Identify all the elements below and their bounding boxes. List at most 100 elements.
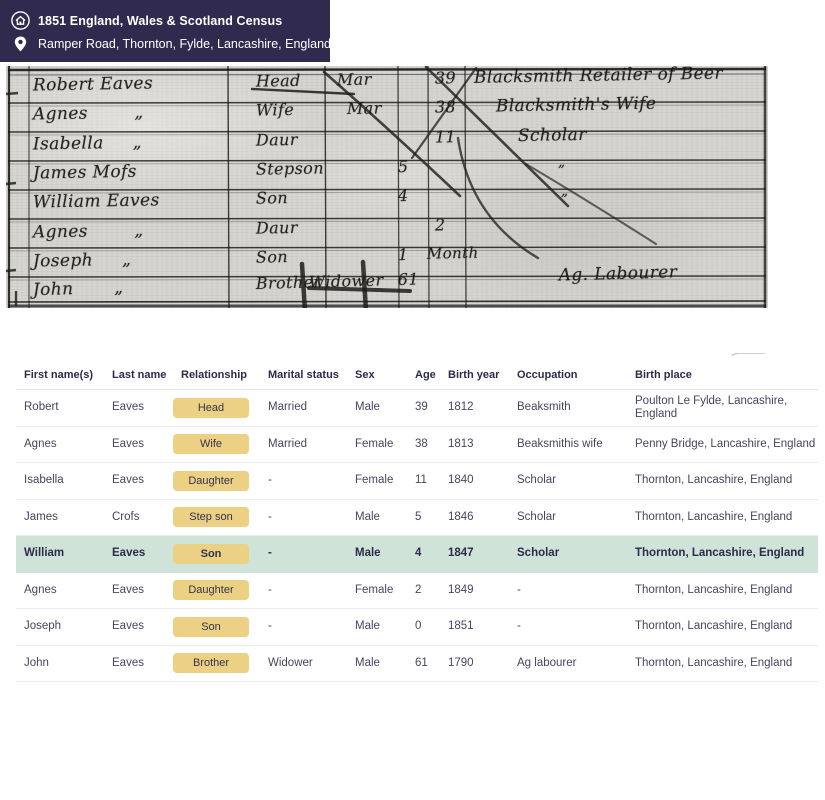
age-cell: 38	[415, 437, 428, 450]
last_name-cell: Crofs	[112, 510, 140, 523]
relationship-cell: Step son	[173, 507, 260, 528]
birth_year-cell: 1813	[448, 437, 474, 450]
table-header-row: First name(s) Last name Relationship Marita…	[16, 362, 818, 390]
relationship-badge: Son	[173, 543, 249, 564]
occupation-cell: Ag labourer	[517, 656, 577, 669]
birth_place-cell: Penny Bridge, Lancashire, England	[635, 437, 816, 450]
occupation-cell: Scholar	[517, 474, 556, 487]
census-scan-image[interactable]: Robert Eaves Head Mar 39 Blacksmith Retailer…	[6, 66, 768, 308]
marital_status-cell: -	[268, 620, 272, 633]
birth_place-cell: Thornton, Lancashire, England	[635, 620, 793, 633]
occupation-cell: -	[517, 583, 521, 596]
marital_status-cell: Married	[268, 437, 307, 450]
relationship-badge: Son	[173, 616, 249, 637]
age-cell: 0	[415, 620, 422, 633]
table-body: Robert Eaves Head Married Male 39 1812 Beaksmit…	[16, 390, 818, 682]
age-cell: 39	[415, 401, 428, 414]
relationship-badge: Daughter	[173, 580, 249, 601]
sex-cell: Female	[355, 583, 394, 596]
record-location-row: Ramper Road, Thornton, Fylde, Lancashire…	[11, 32, 331, 55]
table-row[interactable]: Joseph Eaves Son - Male 0 1851 - Thornton, Lanca…	[16, 609, 818, 646]
age-cell: 5	[415, 510, 422, 523]
column-header-relationship: Relationship	[181, 369, 248, 382]
first_name-cell: Joseph	[24, 620, 62, 633]
column-header-first_name: First name(s)	[24, 369, 94, 382]
occupation-cell: Beaksmithis wife	[517, 437, 603, 450]
last_name-cell: Eaves	[112, 474, 144, 487]
birth_year-cell: 1812	[448, 401, 474, 414]
relationship-cell: Wife	[173, 434, 260, 455]
birth_year-cell: 1790	[448, 656, 474, 669]
table-row[interactable]: James Crofs Step son - Male 5 1846 Scholar Thorn…	[16, 500, 818, 536]
birth_place-cell: Thornton, Lancashire, England	[635, 583, 793, 596]
table-row[interactable]: Agnes Eaves Wife Married Female 38 1813 Beaksmi…	[16, 427, 818, 463]
occupation-cell: -	[517, 620, 521, 633]
census-record-icon	[11, 11, 30, 30]
last_name-cell: Eaves	[112, 547, 146, 560]
table-row[interactable]: Isabella Eaves Daughter - Female 11 1840 Schola…	[16, 463, 818, 500]
record-location: Ramper Road, Thornton, Fylde, Lancashire…	[38, 36, 331, 51]
relationship-cell: Son	[173, 616, 260, 637]
last_name-cell: Eaves	[112, 656, 144, 669]
first_name-cell: William	[24, 547, 65, 560]
first_name-cell: Agnes	[24, 583, 57, 596]
relationship-badge: Brother	[173, 653, 249, 674]
record-title: 1851 England, Wales & Scotland Census	[38, 13, 283, 28]
divider-artifact	[735, 352, 765, 355]
table-row[interactable]: Agnes Eaves Daughter - Female 2 1849 - Thornton,…	[16, 573, 818, 609]
age-cell: 11	[415, 474, 427, 487]
scan-ruling-and-strokes	[6, 66, 767, 308]
birth_year-cell: 1846	[448, 510, 474, 523]
sex-cell: Female	[355, 474, 394, 487]
first_name-cell: Agnes	[24, 437, 57, 450]
last_name-cell: Eaves	[112, 620, 144, 633]
sex-cell: Male	[355, 401, 380, 414]
relationship-cell: Brother	[173, 653, 260, 674]
birth_year-cell: 1847	[448, 547, 474, 560]
birth_place-cell: Thornton, Lancashire, England	[635, 510, 793, 523]
first_name-cell: John	[24, 656, 49, 669]
transcription-table: First name(s) Last name Relationship Marita…	[16, 362, 818, 682]
marital_status-cell: Married	[268, 401, 307, 414]
sex-cell: Male	[355, 547, 381, 560]
column-header-birth_place: Birth place	[635, 369, 692, 382]
birth_place-cell: Thornton, Lancashire, England	[635, 547, 805, 560]
sex-cell: Male	[355, 620, 380, 633]
marital_status-cell: -	[268, 474, 272, 487]
age-cell: 61	[415, 656, 428, 669]
birth_year-cell: 1849	[448, 583, 474, 596]
column-header-marital_status: Marital status	[268, 369, 339, 382]
relationship-badge: Daughter	[173, 470, 249, 491]
sex-cell: Female	[355, 437, 394, 450]
birth_place-cell: Thornton, Lancashire, England	[635, 474, 793, 487]
relationship-badge: Head	[173, 397, 249, 418]
record-header-band: 1851 England, Wales & Scotland Census Ra…	[0, 0, 331, 62]
first_name-cell: Isabella	[24, 474, 64, 487]
sex-cell: Male	[355, 656, 380, 669]
column-header-last_name: Last name	[112, 369, 167, 382]
marital_status-cell: -	[268, 583, 272, 596]
relationship-cell: Daughter	[173, 580, 260, 601]
birth_year-cell: 1840	[448, 474, 474, 487]
table-row[interactable]: John Eaves Brother Widower Male 61 1790 Ag labo…	[16, 646, 818, 682]
column-header-sex: Sex	[355, 369, 375, 382]
marital_status-cell: -	[268, 547, 272, 560]
birth_place-cell: Thornton, Lancashire, England	[635, 656, 793, 669]
column-header-occupation: Occupation	[517, 369, 578, 382]
location-pin-icon	[11, 36, 30, 52]
marital_status-cell: -	[268, 510, 272, 523]
occupation-cell: Beaksmith	[517, 401, 571, 414]
birth_place-cell: Poulton Le Fylde, Lancashire, England	[635, 395, 788, 420]
sex-cell: Male	[355, 510, 380, 523]
occupation-cell: Scholar	[517, 547, 560, 560]
relationship-cell: Daughter	[173, 470, 260, 491]
relationship-cell: Head	[173, 397, 260, 418]
table-row[interactable]: William Eaves Son - Male 4 1847 Scholar Thornton…	[16, 536, 818, 573]
occupation-cell: Scholar	[517, 510, 556, 523]
last_name-cell: Eaves	[112, 583, 144, 596]
relationship-cell: Son	[173, 543, 260, 564]
table-row[interactable]: Robert Eaves Head Married Male 39 1812 Beaksmit…	[16, 390, 818, 427]
last_name-cell: Eaves	[112, 401, 144, 414]
age-cell: 2	[415, 583, 422, 596]
column-header-birth_year: Birth year	[448, 369, 500, 382]
